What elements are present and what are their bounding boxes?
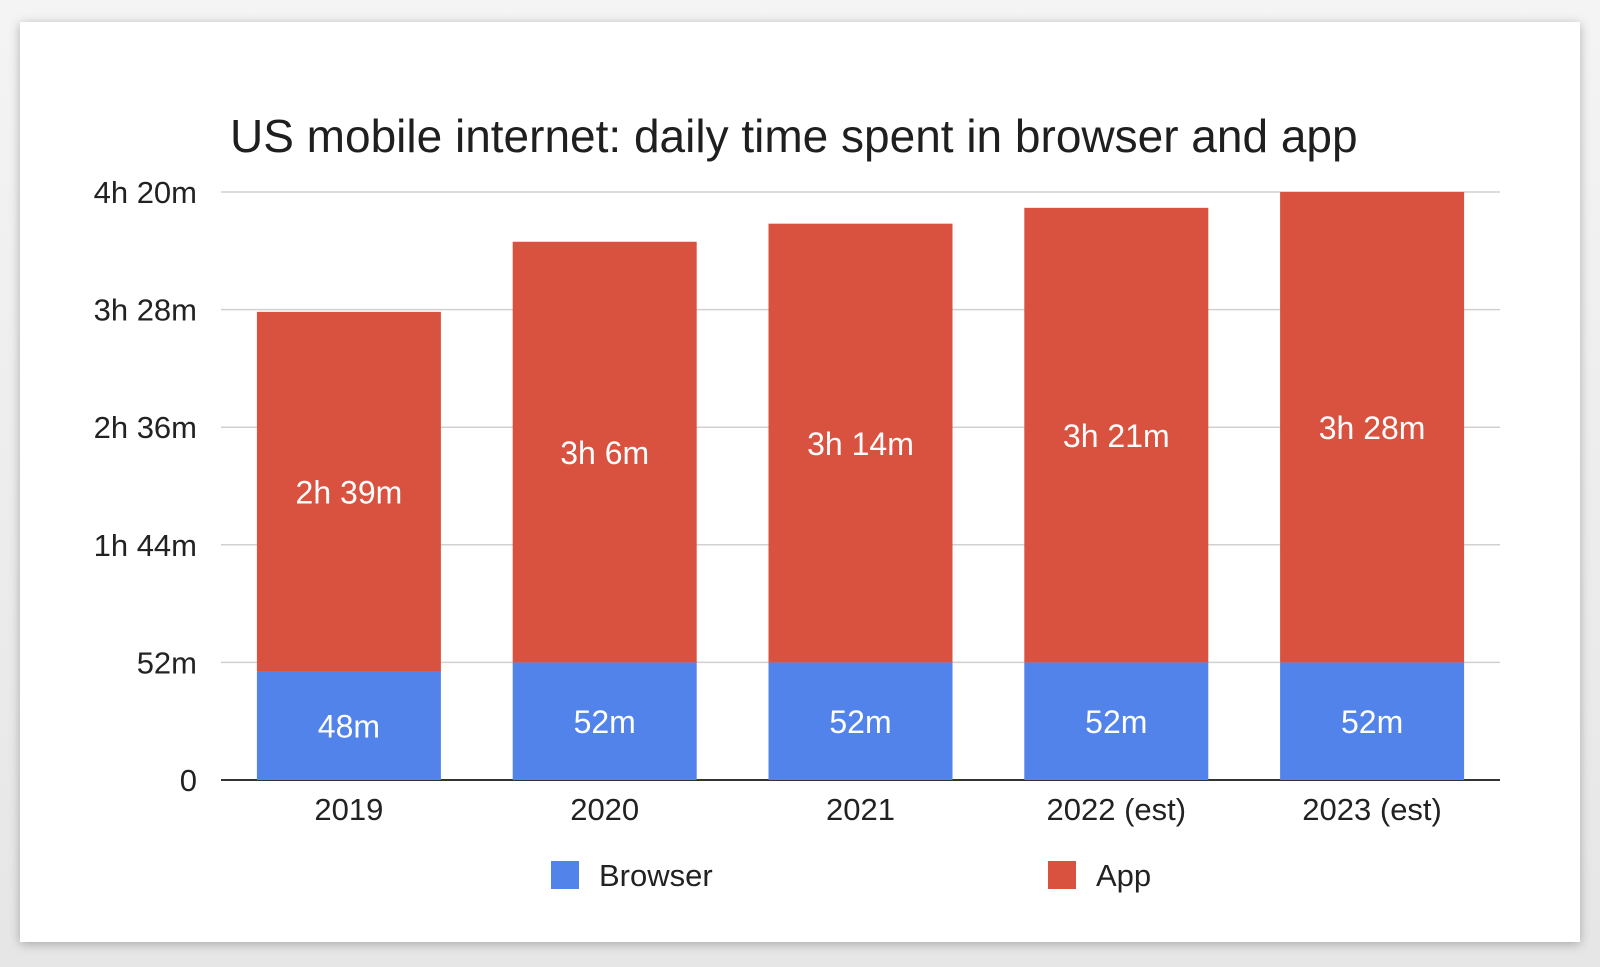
y-tick-label: 3h 28m: [94, 293, 197, 328]
x-tick-label: 2021: [826, 792, 895, 827]
data-label: 52m: [1341, 704, 1403, 740]
x-tick-label: 2023 (est): [1302, 792, 1442, 827]
data-label: 2h 39m: [296, 475, 403, 511]
y-tick-label: 52m: [137, 645, 197, 680]
bar-browser-3: [768, 662, 953, 780]
x-tick-label: 2020: [570, 792, 639, 827]
bar-browser-2: [512, 662, 697, 780]
data-label: 52m: [829, 704, 891, 740]
bar-app-4: [1024, 207, 1209, 663]
legend-label-app: App: [1096, 858, 1151, 893]
chart-title: US mobile internet: daily time spent in …: [230, 110, 1358, 162]
data-label: 3h 28m: [1319, 410, 1426, 446]
data-label: 3h 21m: [1063, 418, 1170, 454]
chart-card: US mobile internet: daily time spent in …: [20, 22, 1580, 942]
y-tick-label: 4h 20m: [94, 175, 197, 210]
legend-label-browser: Browser: [599, 858, 713, 893]
legend: Browser App: [551, 858, 1151, 893]
chart: US mobile internet: daily time spent in …: [94, 110, 1500, 893]
bar-app-3: [768, 223, 953, 663]
data-label: 3h 14m: [807, 426, 914, 462]
data-label: 52m: [574, 704, 636, 740]
y-axis: 0 52m 1h 44m 2h 36m 3h 28m 4h 20m: [94, 175, 197, 798]
bar-app-5: [1280, 192, 1465, 663]
data-labels: 48m 2h 39m 52m 3h 6m 52m 3h 14m 52m 3h 21m 52m 3h…: [296, 410, 1426, 745]
x-tick-label: 2019: [314, 792, 383, 827]
y-tick-label: 2h 36m: [94, 410, 197, 445]
data-label: 52m: [1085, 704, 1147, 740]
x-tick-label: 2022 (est): [1047, 792, 1187, 827]
bar-browser-1: [256, 671, 441, 780]
x-axis: 2019 2020 2021 2022 (est) 2023 (est): [314, 792, 1441, 827]
data-label: 3h 6m: [560, 435, 649, 471]
y-tick-label: 0: [180, 763, 197, 798]
bars: [256, 192, 1465, 780]
y-tick-label: 1h 44m: [94, 528, 197, 563]
bar-browser-4: [1024, 662, 1209, 780]
legend-swatch-app: [1048, 861, 1076, 889]
legend-swatch-browser: [551, 861, 579, 889]
bar-browser-5: [1280, 662, 1465, 780]
data-label: 48m: [318, 709, 380, 745]
bar-app-2: [512, 241, 697, 663]
bar-app-1: [256, 311, 441, 672]
